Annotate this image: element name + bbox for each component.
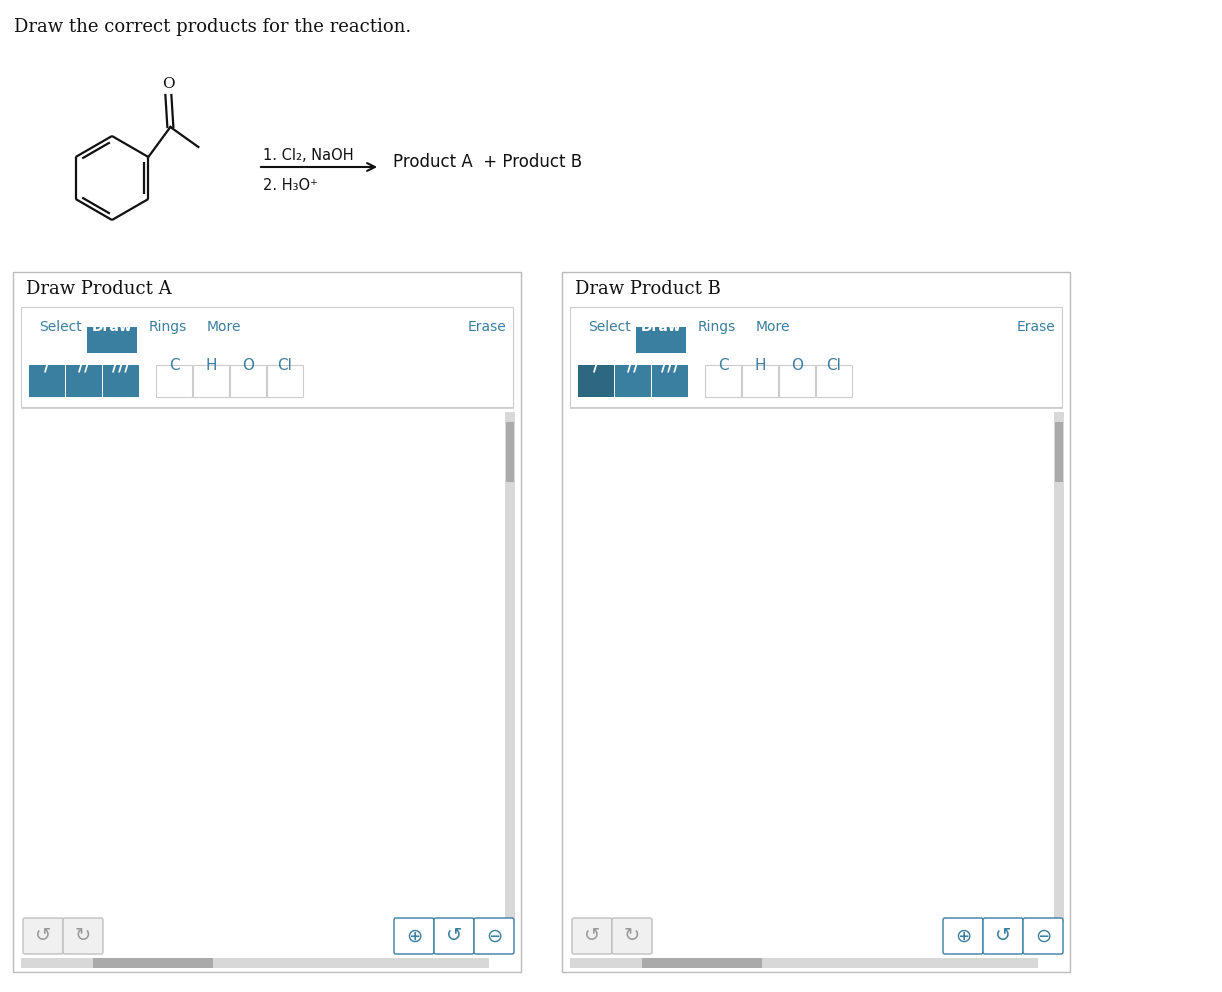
Text: More: More — [207, 320, 242, 334]
Bar — [816, 365, 852, 397]
FancyBboxPatch shape — [572, 918, 612, 954]
FancyBboxPatch shape — [1023, 918, 1063, 954]
Bar — [156, 365, 192, 397]
Text: ↺: ↺ — [584, 927, 600, 945]
Text: /: / — [44, 356, 50, 374]
Text: Draw Product A: Draw Product A — [26, 280, 171, 298]
Text: ↺: ↺ — [34, 927, 51, 945]
FancyBboxPatch shape — [612, 918, 653, 954]
Text: Draw: Draw — [640, 320, 682, 334]
Bar — [21, 958, 489, 968]
Text: Draw: Draw — [92, 320, 132, 334]
Text: 1. Cl₂, NaOH: 1. Cl₂, NaOH — [263, 148, 353, 163]
Text: //: // — [78, 356, 90, 374]
Text: Product A  + Product B: Product A + Product B — [393, 153, 582, 171]
Bar — [705, 365, 741, 397]
Bar — [1055, 422, 1063, 482]
Bar — [29, 365, 65, 397]
Bar — [778, 365, 815, 397]
Text: C: C — [717, 357, 728, 373]
Text: Erase: Erase — [468, 320, 507, 334]
Bar — [569, 958, 1037, 968]
Text: Draw Product B: Draw Product B — [576, 280, 721, 298]
Bar — [742, 365, 778, 397]
Bar — [230, 365, 266, 397]
Bar — [506, 422, 514, 482]
Bar — [87, 327, 137, 353]
Bar — [562, 272, 1070, 972]
Text: C: C — [169, 357, 180, 373]
FancyBboxPatch shape — [434, 918, 474, 954]
Text: /: / — [593, 356, 599, 374]
Bar — [635, 327, 686, 353]
Text: O: O — [791, 357, 803, 373]
Bar — [266, 365, 303, 397]
Text: ↻: ↻ — [623, 927, 640, 945]
Bar — [505, 412, 514, 922]
Bar — [21, 307, 513, 407]
Bar — [1055, 412, 1064, 922]
Bar — [642, 958, 763, 968]
Bar — [578, 365, 613, 397]
Text: Select: Select — [39, 320, 82, 334]
Bar — [653, 365, 688, 397]
Text: Cl: Cl — [826, 357, 842, 373]
Text: ⊖: ⊖ — [486, 927, 502, 945]
Text: ///: /// — [661, 356, 679, 374]
Text: Rings: Rings — [149, 320, 187, 334]
Text: H: H — [205, 357, 216, 373]
Bar — [569, 307, 1062, 407]
Text: ⊕: ⊕ — [406, 927, 422, 945]
FancyBboxPatch shape — [982, 918, 1023, 954]
Text: Select: Select — [588, 320, 631, 334]
Bar — [66, 365, 101, 397]
Bar — [93, 958, 213, 968]
FancyBboxPatch shape — [64, 918, 103, 954]
FancyBboxPatch shape — [943, 918, 982, 954]
Text: Rings: Rings — [698, 320, 736, 334]
Text: H: H — [754, 357, 766, 373]
Text: //: // — [627, 356, 639, 374]
FancyBboxPatch shape — [474, 918, 514, 954]
Text: Erase: Erase — [1017, 320, 1056, 334]
Text: O: O — [242, 357, 254, 373]
Text: ⊕: ⊕ — [954, 927, 971, 945]
Text: O: O — [163, 77, 175, 91]
Bar — [615, 365, 651, 397]
Text: ⊖: ⊖ — [1035, 927, 1051, 945]
Bar — [193, 365, 229, 397]
Text: 2. H₃O⁺: 2. H₃O⁺ — [263, 178, 318, 193]
FancyBboxPatch shape — [23, 918, 64, 954]
Text: ///: /// — [111, 356, 131, 374]
Text: Draw the correct products for the reaction.: Draw the correct products for the reacti… — [13, 18, 412, 36]
Text: More: More — [756, 320, 791, 334]
FancyBboxPatch shape — [393, 918, 434, 954]
Text: ↻: ↻ — [75, 927, 92, 945]
Text: ↺: ↺ — [446, 927, 462, 945]
Bar — [103, 365, 139, 397]
Text: ↺: ↺ — [995, 927, 1011, 945]
Text: Cl: Cl — [277, 357, 292, 373]
Bar — [13, 272, 521, 972]
